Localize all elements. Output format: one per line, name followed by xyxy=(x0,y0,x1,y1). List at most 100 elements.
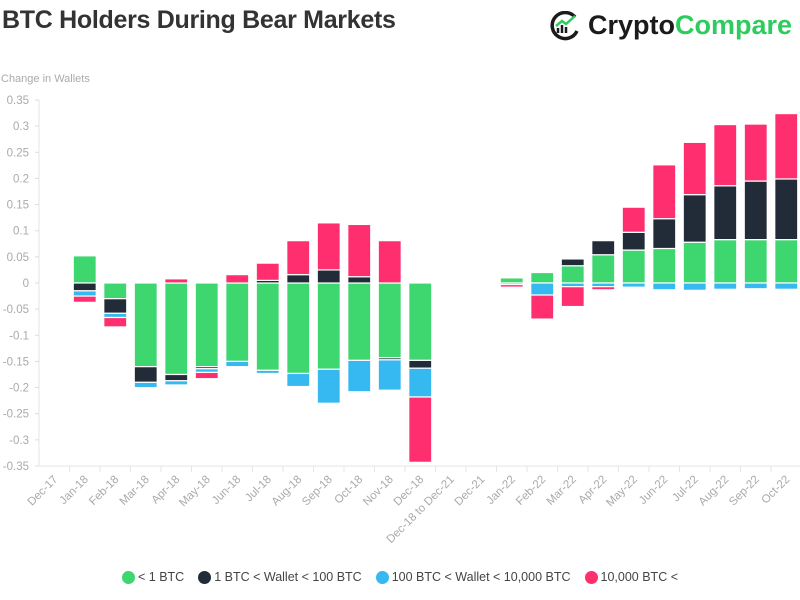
bar-segment-10-000-btc- xyxy=(194,371,219,380)
bar-segment-10-000-btc- xyxy=(652,164,677,220)
y-tick-label: -0.25 xyxy=(3,409,29,421)
y-tick-label: 0.3 xyxy=(13,121,29,133)
bar-segment-100-btc-wallet-10-000-btc xyxy=(682,282,707,291)
x-tick-label: Nov-18 xyxy=(361,474,396,509)
bar-segment--1-btc xyxy=(103,282,128,300)
bar-segment-100-btc-wallet-10-000-btc xyxy=(316,368,341,404)
legend: < 1 BTC 1 BTC < Wallet < 100 BTC 100 BTC <… xyxy=(0,570,800,584)
bar-segment-1-btc-wallet-100-btc xyxy=(408,359,433,369)
y-tick-label: 0.25 xyxy=(7,147,29,159)
y-tick-label: -0.1 xyxy=(9,330,29,342)
bar-segment-10-000-btc- xyxy=(682,141,707,196)
bar-segment--1-btc xyxy=(316,282,341,370)
bar-segment-10-000-btc- xyxy=(591,286,616,291)
bar-segment-1-btc-wallet-100-btc xyxy=(560,258,585,267)
y-tick-label: -0.35 xyxy=(3,461,29,473)
legend-label: 1 BTC < Wallet < 100 BTC xyxy=(214,570,362,584)
bar-segment-100-btc-wallet-10-000-btc xyxy=(286,372,311,388)
x-tick-label: Mar-22 xyxy=(545,474,579,508)
bar-segment--1-btc xyxy=(194,282,219,368)
x-tick-label: Jan-22 xyxy=(485,474,518,507)
cryptocompare-logo: Crypto Compare xyxy=(548,10,792,41)
bar-segment-100-btc-wallet-10-000-btc xyxy=(774,282,799,290)
y-tick-label: 0.35 xyxy=(7,95,29,107)
legend-label: 10,000 BTC < xyxy=(600,570,678,584)
bar-segment--1-btc xyxy=(164,282,189,376)
bar-segment-10-000-btc- xyxy=(347,223,372,278)
bar-segment-100-btc-wallet-10-000-btc xyxy=(621,282,646,288)
x-tick-label: Feb-22 xyxy=(514,474,548,508)
bar-segment-10-000-btc- xyxy=(408,396,433,463)
y-tick-label: 0.15 xyxy=(7,200,29,212)
x-tick-label: Jun-18 xyxy=(210,474,243,507)
legend-item[interactable]: 100 BTC < Wallet < 10,000 BTC xyxy=(375,570,571,584)
y-tick-label: 0.2 xyxy=(13,173,29,185)
bar-segment--1-btc xyxy=(743,239,768,284)
bar-segment--1-btc xyxy=(682,241,707,284)
bar-segment-1-btc-wallet-100-btc xyxy=(164,373,189,382)
legend-dot-icon xyxy=(375,570,389,584)
bar-segment-100-btc-wallet-10-000-btc xyxy=(347,359,372,393)
bar-segment-10-000-btc- xyxy=(560,286,585,308)
bar-segment-1-btc-wallet-100-btc xyxy=(347,276,372,284)
x-tick-label: Sep-22 xyxy=(727,474,762,509)
y-tick-label: 0.1 xyxy=(13,226,29,238)
y-tick-label: -0.05 xyxy=(3,304,29,316)
legend-item[interactable]: 1 BTC < Wallet < 100 BTC xyxy=(198,570,362,584)
bar-segment-1-btc-wallet-100-btc xyxy=(133,366,158,383)
legend-item[interactable]: < 1 BTC xyxy=(122,570,184,584)
bar-segment--1-btc xyxy=(774,239,799,284)
bar-segment-10-000-btc- xyxy=(72,295,97,303)
x-tick-label: Mar-18 xyxy=(118,474,152,508)
bar-segment--1-btc xyxy=(499,277,524,284)
bar-segment-1-btc-wallet-100-btc xyxy=(499,276,524,279)
bar-segment-1-btc-wallet-100-btc xyxy=(774,178,799,241)
bar-segment-1-btc-wallet-100-btc xyxy=(652,218,677,250)
y-tick-label: -0.15 xyxy=(3,356,29,368)
bar-segment-1-btc-wallet-100-btc xyxy=(713,185,738,241)
y-tick-label: 0 xyxy=(23,278,29,290)
x-tick-label: Aug-22 xyxy=(697,474,732,509)
y-axis-label: Change in Wallets xyxy=(1,73,90,85)
bar-segment-1-btc-wallet-100-btc xyxy=(621,231,646,251)
legend-item[interactable]: 10,000 BTC < xyxy=(584,570,678,584)
legend-dot-icon xyxy=(198,570,212,584)
bar-segment-100-btc-wallet-10-000-btc xyxy=(377,359,402,391)
x-tick-label: Aug-18 xyxy=(270,474,305,509)
bar-segment--1-btc xyxy=(530,271,555,284)
bar-segment-10-000-btc- xyxy=(499,283,524,288)
x-tick-label: Jan-18 xyxy=(58,474,91,507)
bar-segment-100-btc-wallet-10-000-btc xyxy=(103,312,128,319)
bar-segment--1-btc xyxy=(347,282,372,361)
bar-segment-1-btc-wallet-100-btc xyxy=(316,269,341,284)
bar-segment--1-btc xyxy=(713,239,738,284)
bar-segment-100-btc-wallet-10-000-btc xyxy=(408,367,433,398)
bar-segment-10-000-btc- xyxy=(225,274,250,284)
bar-segment-10-000-btc- xyxy=(713,123,738,187)
bar-segment-10-000-btc- xyxy=(286,240,311,276)
bar-segment-10-000-btc- xyxy=(530,294,555,320)
legend-dot-icon xyxy=(584,570,598,584)
bar-segment--1-btc xyxy=(408,282,433,361)
bar-segment-1-btc-wallet-100-btc xyxy=(682,194,707,243)
bar-segment-100-btc-wallet-10-000-btc xyxy=(530,282,555,296)
bar-segment-100-btc-wallet-10-000-btc xyxy=(72,290,97,297)
bar-segment-10-000-btc- xyxy=(316,222,341,271)
bar-segment-10-000-btc- xyxy=(377,240,402,284)
bar-segment--1-btc xyxy=(377,282,402,359)
bar-segment--1-btc xyxy=(225,282,250,363)
bar-segment-1-btc-wallet-100-btc xyxy=(743,180,768,241)
bar-segment-10-000-btc- xyxy=(164,278,189,284)
bar-segment-100-btc-wallet-10-000-btc xyxy=(743,282,768,290)
legend-label: < 1 BTC xyxy=(138,570,185,584)
chart-title: BTC Holders During Bear Markets xyxy=(2,6,396,34)
bar-segment-1-btc-wallet-100-btc xyxy=(103,298,128,314)
legend-dot-icon xyxy=(122,570,135,584)
y-tick-label: -0.3 xyxy=(9,435,29,447)
bar-segment-10-000-btc- xyxy=(255,262,280,281)
legend-label: 100 BTC < Wallet < 10,000 BTC xyxy=(391,570,571,584)
bar-segment--1-btc xyxy=(286,282,311,375)
bar-segment-10-000-btc- xyxy=(774,112,799,180)
y-tick-label: -0.2 xyxy=(9,383,29,395)
